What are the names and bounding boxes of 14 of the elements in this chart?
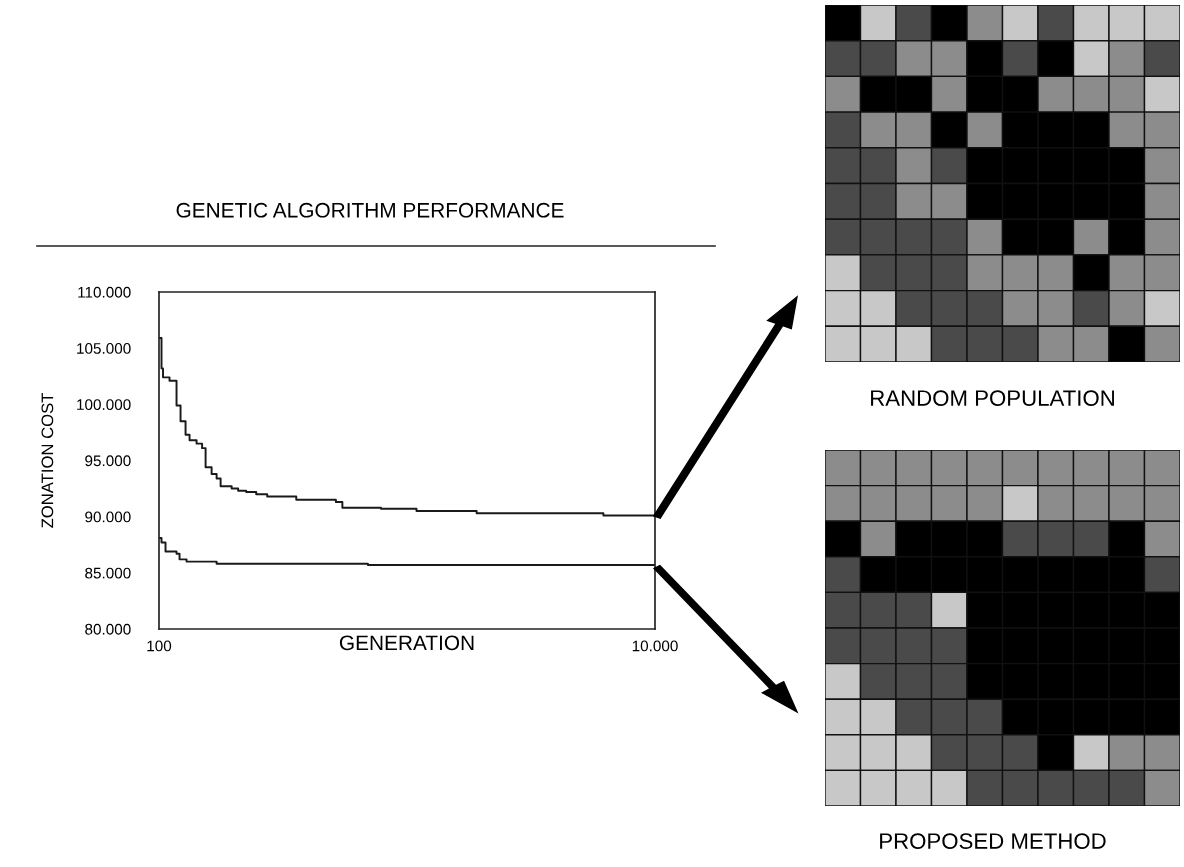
y-tick-label: 80.000 [85, 623, 131, 635]
y-tick-label: 95.000 [85, 455, 131, 467]
y-tick-label: 105.000 [77, 343, 131, 354]
x-tick-label: 100 [147, 640, 172, 652]
y-tick-label: 85.000 [85, 567, 131, 579]
x-tick-label: 10.000 [632, 640, 678, 652]
chart-title: GENETIC ALGORITHM PERFORMANCE [176, 202, 564, 218]
text: PROPOSED METHOD [880, 833, 1106, 849]
text: RANDOM POPULATION [871, 390, 1114, 406]
x-axis-title: GENERATION [339, 635, 474, 651]
y-tick-label: 110.000 [78, 286, 131, 298]
y-axis-title: ZONATION COST [41, 392, 54, 528]
y-tick-label: 100.000 [77, 399, 131, 411]
y-tick-label: 90.000 [85, 511, 131, 523]
